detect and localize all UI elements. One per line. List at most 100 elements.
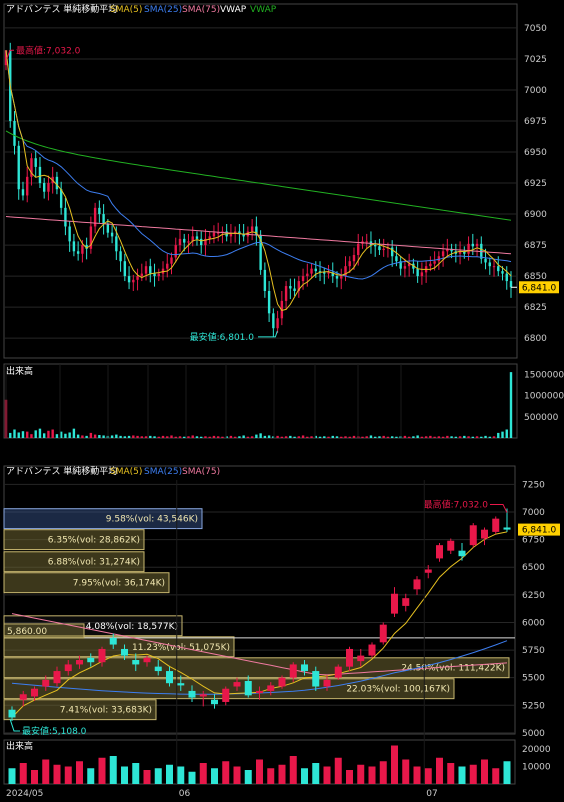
volume-bar (284, 436, 288, 438)
candle (503, 527, 511, 530)
legend-sma75: SMA(75) (182, 5, 220, 15)
volume-profile-box (3, 529, 145, 551)
volume-bar (446, 435, 449, 438)
volume-bar (458, 436, 462, 438)
y-tick-label: 6250 (522, 591, 545, 601)
volume-bar (386, 436, 390, 438)
candle (484, 258, 487, 263)
candle (132, 279, 135, 283)
volume-bar (187, 436, 190, 438)
candle (447, 540, 455, 551)
volume-bar (85, 435, 88, 438)
candle (284, 286, 288, 301)
candle (256, 690, 263, 694)
candle (402, 598, 410, 606)
volume-bar (76, 434, 80, 438)
volume-bar (98, 435, 101, 438)
candle (177, 683, 185, 686)
candle (344, 266, 347, 277)
candle (242, 233, 245, 237)
candle (272, 313, 275, 329)
candle (200, 238, 203, 246)
candle (123, 261, 127, 277)
candle (301, 664, 308, 672)
candle (312, 671, 320, 687)
candle (157, 273, 160, 277)
volume-bar (246, 436, 250, 438)
volume-bar (301, 435, 305, 438)
candle (497, 266, 500, 272)
volume-bar (59, 431, 63, 438)
candle (143, 657, 151, 663)
volume-title: 出来高 (6, 740, 33, 752)
volume-bar (208, 436, 211, 438)
volume-bar (416, 435, 419, 438)
volume-bar (323, 766, 331, 784)
candle (297, 281, 301, 291)
candle (195, 236, 199, 239)
candle (26, 176, 29, 196)
candle (390, 247, 394, 257)
volume-bar (200, 436, 203, 438)
candle (481, 529, 488, 539)
candle (244, 680, 252, 696)
volume-bar (436, 757, 443, 784)
volume-bar (263, 435, 267, 438)
candle (17, 145, 20, 190)
candle (263, 269, 267, 291)
volume-bar (89, 432, 93, 438)
volume-bar (222, 761, 230, 784)
volume-bar (72, 428, 76, 438)
volume-bar (509, 372, 513, 438)
volume-bar (413, 766, 421, 784)
volume-bar (115, 434, 118, 438)
candle (505, 273, 508, 282)
volume-profile-box (3, 657, 510, 679)
candle (106, 223, 110, 233)
candle (340, 276, 343, 279)
candle (204, 238, 207, 246)
candle (335, 276, 339, 279)
volume-bar (437, 436, 441, 438)
last-price-badge (518, 523, 560, 536)
y-tick-label: 6950 (524, 148, 547, 158)
candle (183, 238, 186, 243)
y-tick-label: 6875 (524, 241, 547, 251)
candle (357, 655, 365, 662)
candle (109, 637, 117, 645)
candle (233, 682, 241, 687)
y-tick-label: 6800 (524, 334, 547, 344)
candle (8, 709, 16, 718)
volume-bar (497, 432, 500, 438)
volume-bar (501, 431, 504, 438)
volume-bar (255, 434, 258, 438)
candle (13, 120, 16, 146)
candle (293, 288, 296, 291)
legend-sma5: SMA(5) (110, 467, 142, 477)
candle (301, 276, 305, 282)
candle (127, 276, 131, 283)
volume-bar (433, 436, 436, 438)
candle (53, 671, 61, 684)
last-price-label: 6,841.0 (522, 526, 557, 536)
candle (93, 207, 97, 227)
volume-bar (140, 436, 143, 438)
legend-sma5: SMA(5) (110, 5, 142, 15)
candle (250, 226, 254, 232)
volume-profile-label: 9.58%(vol: 43,546K) (106, 515, 198, 525)
volume-bar (211, 768, 218, 784)
candle (289, 664, 297, 678)
high-marker (6, 49, 14, 59)
volume-bar (64, 766, 72, 784)
volume-bar (306, 436, 309, 438)
volume-bar (391, 745, 398, 784)
volume-bar (188, 771, 196, 784)
volume-bar (143, 770, 151, 784)
candle (21, 189, 25, 196)
volume-bar (293, 436, 296, 438)
candle (314, 268, 317, 272)
volume-bar (42, 759, 50, 784)
volume-bar (177, 766, 185, 784)
volume-bar (87, 768, 95, 784)
candle (318, 271, 322, 273)
